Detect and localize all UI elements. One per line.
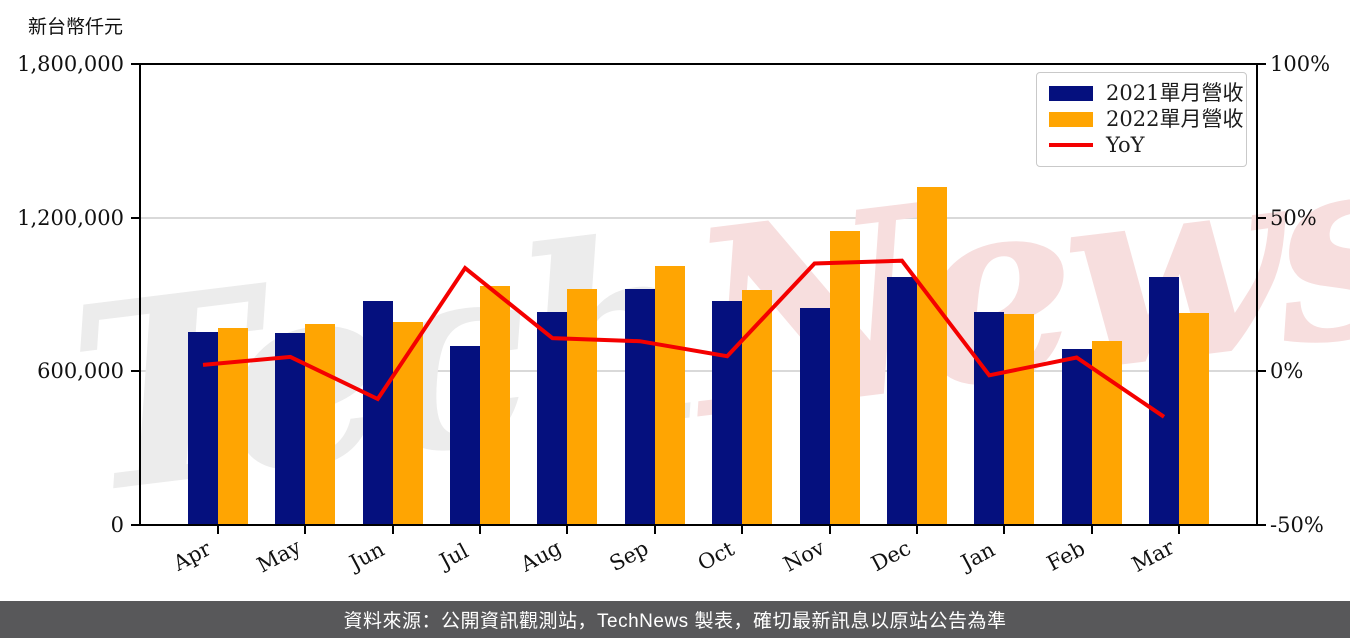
y-axis-right-tick [1257, 216, 1266, 219]
x-tick-label-jan: Jan [957, 537, 1000, 575]
x-tick-label-dec: Dec [867, 535, 915, 577]
bar-2021-oct [712, 301, 743, 525]
x-tick-label-feb: Feb [1042, 536, 1089, 576]
y-axis-left-tick-label-1200000: 1,200,000 [17, 205, 124, 230]
y-axis-left-tick [131, 63, 140, 65]
y-axis-left-tick-label-600000: 600,000 [37, 359, 124, 384]
bar-2021-apr [188, 332, 218, 525]
legend-item-yoy: YoY [1049, 132, 1234, 157]
bar-2022-aug [567, 289, 598, 525]
bar-2021-jun [362, 301, 393, 525]
x-tick-label-mar: Mar [1127, 535, 1179, 577]
bar-2021-mar [1149, 276, 1179, 525]
bar-2022-oct [742, 290, 773, 525]
y-axis-right-tick-label-50: 50% [1270, 205, 1317, 230]
source-text: 資料來源：公開資訊觀測站，TechNews 製表，確切最新訊息以原站公告為準 [343, 611, 1007, 632]
bar-2022-jun [392, 321, 423, 525]
x-tick-label-apr: Apr [169, 536, 215, 576]
x-tick-label-nov: Nov [778, 535, 829, 577]
x-tick-label-may: May [253, 534, 306, 578]
bar-2022-may [305, 323, 336, 525]
x-axis-tick-oct [741, 525, 744, 534]
x-axis-tick-dec [915, 525, 918, 534]
x-axis-tick-nov [828, 525, 831, 534]
bar-2021-aug [537, 312, 568, 525]
legend: 2021單月營收 2022單月營收 YoY [1036, 72, 1247, 167]
legend-label-2022: 2022單月營收 [1106, 106, 1244, 131]
bar-2022-nov [829, 231, 860, 525]
bar-2022-mar [1179, 313, 1209, 525]
x-axis-tick-jun [391, 525, 394, 534]
y-axis-unit-label: 新台幣仟元 [28, 16, 124, 38]
y-axis-right-tick-label-100: 100% [1270, 52, 1331, 76]
legend-label-2021: 2021單月營收 [1106, 81, 1244, 106]
y-axis-left-tick [131, 216, 140, 219]
x-tick-label-oct: Oct [694, 536, 739, 576]
x-axis-tick-jul [479, 525, 482, 534]
legend-swatch-yoy-line [1049, 143, 1093, 148]
x-axis-tick-mar [1178, 525, 1180, 534]
bar-2022-dec [916, 187, 947, 525]
y-axis-left-tick-label-0: 0 [110, 513, 124, 537]
y-axis-right-tick [1257, 370, 1266, 373]
bar-2021-feb [1061, 348, 1092, 525]
bar-2022-jan [1004, 314, 1035, 525]
bar-2021-dec [886, 276, 917, 525]
y-axis-right-tick-label-0: 0% [1270, 359, 1304, 384]
x-axis-tick-sep [653, 525, 656, 534]
x-tick-label-jul: Jul [435, 538, 473, 574]
source-footer: 資料來源：公開資訊觀測站，TechNews 製表，確切最新訊息以原站公告為準 [0, 601, 1350, 638]
y-axis-left-tick [131, 370, 140, 373]
bar-2021-sep [624, 289, 655, 525]
bar-2021-may [275, 332, 306, 525]
x-axis-tick-feb [1090, 525, 1093, 534]
legend-swatch-2022 [1049, 111, 1093, 127]
bar-2022-feb [1091, 340, 1122, 525]
x-tick-label-aug: Aug [517, 535, 566, 577]
bar-2022-sep [654, 266, 685, 525]
y-axis-right-tick-label--50: -50% [1270, 513, 1324, 537]
x-tick-label-jun: Jun [345, 537, 389, 575]
legend-swatch-2021 [1049, 86, 1093, 102]
legend-item-2021: 2021單月營收 [1049, 83, 1243, 104]
x-tick-label-sep: Sep [605, 535, 653, 577]
x-axis-tick-may [304, 525, 307, 534]
y-axis-right-tick [1257, 63, 1266, 65]
bar-2022-jul [480, 285, 511, 525]
y-axis-left-tick [131, 524, 140, 526]
bar-2021-nov [799, 307, 830, 525]
bar-2021-jul [450, 345, 481, 525]
legend-item-2022: 2022單月營收 [1049, 108, 1243, 130]
bar-2022-apr [218, 328, 248, 525]
x-axis-tick-aug [566, 525, 569, 534]
legend-label-yoy: YoY [1106, 132, 1145, 157]
y-axis-left-tick-label-1800000: 1,800,000 [17, 52, 124, 76]
x-axis-tick-apr [217, 525, 219, 534]
bar-2021-jan [974, 311, 1005, 525]
gridline-1200000 [140, 216, 1257, 219]
y-axis-right-tick [1257, 524, 1266, 526]
x-axis-tick-jan [1003, 525, 1006, 534]
